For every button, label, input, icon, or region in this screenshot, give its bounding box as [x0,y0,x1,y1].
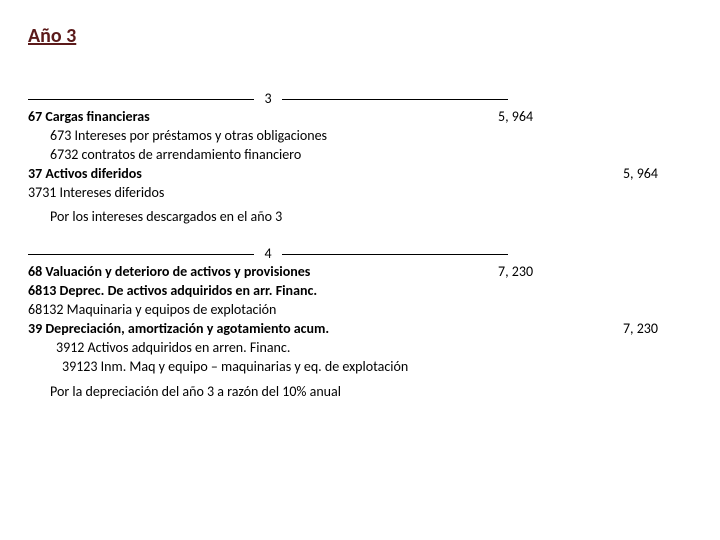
line-desc: 67 Cargas financieras [28,108,498,127]
entry-rows: 67 Cargas financieras 5, 964 673 Interes… [28,108,688,202]
entry-note: Por la depreciación del año 3 a razón de… [28,383,692,400]
entry-divider: 4 [28,247,508,261]
entry-line: 39 Depreciación, amortización y agotamie… [28,320,688,339]
line-debit: 5, 964 [498,108,578,127]
line-desc: 3731 Intereses diferidos [28,184,498,203]
entry-note: Por los intereses descargados en el año … [28,208,692,225]
entry-line: 6732 contratos de arrendamiento financie… [28,146,688,165]
line-desc: 39123 Inm. Maq y equipo – maquinarias y … [28,358,498,377]
entry-rows: 68 Valuación y deterioro de activos y pr… [28,263,688,376]
journal-entry-4: 4 68 Valuación y deterioro de activos y … [28,247,692,399]
line-desc: 3912 Activos adquiridos en arren. Financ… [28,339,498,358]
line-desc: 68132 Maquinaria y equipos de explotació… [28,301,498,320]
line-desc: 6732 contratos de arrendamiento financie… [28,146,498,165]
entry-divider: 3 [28,92,508,106]
entry-line: 37 Activos diferidos 5, 964 [28,165,688,184]
line-credit: 7, 230 [578,320,658,339]
page-title: Año 3 [28,24,692,48]
entry-line: 39123 Inm. Maq y equipo – maquinarias y … [28,358,688,377]
line-desc: 6813 Deprec. De activos adquiridos en ar… [28,282,498,301]
entry-number: 4 [254,247,281,261]
entry-line: 68132 Maquinaria y equipos de explotació… [28,301,688,320]
line-credit: 5, 964 [578,165,658,184]
line-desc: 37 Activos diferidos [28,165,498,184]
entry-line: 68 Valuación y deterioro de activos y pr… [28,263,688,282]
line-desc: 673 Intereses por préstamos y otras obli… [28,127,498,146]
entry-line: 6813 Deprec. De activos adquiridos en ar… [28,282,688,301]
line-desc: 39 Depreciación, amortización y agotamie… [28,320,498,339]
entry-line: 3731 Intereses diferidos [28,184,688,203]
line-desc: 68 Valuación y deterioro de activos y pr… [28,263,498,282]
journal-entry-3: 3 67 Cargas financieras 5, 964 673 Inter… [28,92,692,225]
entry-line: 673 Intereses por préstamos y otras obli… [28,127,688,146]
entry-number: 3 [254,92,281,106]
entry-line: 67 Cargas financieras 5, 964 [28,108,688,127]
entry-line: 3912 Activos adquiridos en arren. Financ… [28,339,688,358]
line-debit: 7, 230 [498,263,578,282]
